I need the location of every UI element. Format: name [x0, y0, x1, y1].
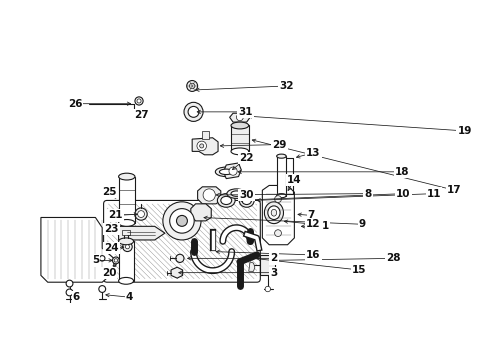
Bar: [230, 126, 248, 152]
Ellipse shape: [217, 194, 235, 207]
Circle shape: [135, 97, 143, 105]
Text: 22: 22: [239, 153, 253, 163]
Ellipse shape: [276, 194, 285, 198]
Circle shape: [188, 107, 199, 117]
Polygon shape: [197, 187, 221, 204]
Text: 32: 32: [278, 81, 293, 91]
Text: 29: 29: [272, 140, 286, 149]
Ellipse shape: [119, 220, 135, 226]
Ellipse shape: [230, 122, 248, 129]
Circle shape: [137, 99, 141, 103]
Ellipse shape: [239, 194, 254, 207]
Polygon shape: [229, 113, 249, 122]
Text: 14: 14: [286, 175, 301, 185]
Text: 2: 2: [270, 253, 277, 264]
Circle shape: [186, 81, 197, 91]
Text: 12: 12: [305, 219, 320, 229]
Text: 27: 27: [134, 110, 148, 120]
Circle shape: [169, 208, 194, 233]
Circle shape: [176, 215, 187, 226]
Text: 1: 1: [321, 221, 328, 231]
Circle shape: [66, 289, 73, 296]
Polygon shape: [171, 267, 182, 278]
Text: 6: 6: [73, 292, 80, 302]
Text: 4: 4: [125, 292, 133, 302]
Polygon shape: [223, 163, 241, 179]
Ellipse shape: [230, 148, 248, 155]
Bar: [133, 113, 142, 119]
Circle shape: [99, 285, 105, 292]
Polygon shape: [119, 226, 164, 240]
Circle shape: [135, 208, 147, 220]
Text: 7: 7: [307, 211, 314, 220]
Text: 8: 8: [364, 189, 371, 199]
Ellipse shape: [226, 189, 245, 198]
Ellipse shape: [264, 202, 283, 224]
Circle shape: [122, 242, 132, 252]
Polygon shape: [192, 138, 218, 155]
Circle shape: [66, 280, 73, 287]
Circle shape: [228, 167, 237, 175]
Circle shape: [203, 189, 215, 201]
Ellipse shape: [276, 154, 285, 158]
Text: 3: 3: [270, 268, 277, 278]
Polygon shape: [262, 185, 294, 245]
Text: 10: 10: [395, 189, 410, 199]
Circle shape: [274, 196, 281, 202]
Text: 21: 21: [108, 211, 123, 220]
Polygon shape: [190, 204, 211, 221]
Text: 5: 5: [92, 255, 99, 265]
Ellipse shape: [267, 206, 280, 220]
Text: 16: 16: [305, 250, 320, 260]
Text: 18: 18: [394, 167, 408, 177]
Ellipse shape: [119, 278, 133, 284]
Text: 20: 20: [102, 268, 116, 278]
Bar: [260, 255, 275, 275]
Circle shape: [176, 254, 183, 262]
Text: 9: 9: [358, 219, 366, 229]
Circle shape: [199, 144, 203, 148]
Circle shape: [163, 202, 201, 240]
Polygon shape: [41, 217, 114, 282]
Ellipse shape: [271, 209, 276, 216]
Ellipse shape: [119, 173, 135, 180]
Text: 17: 17: [446, 185, 461, 195]
Text: 24: 24: [104, 243, 119, 253]
Circle shape: [264, 286, 270, 292]
Text: 15: 15: [351, 265, 366, 275]
Circle shape: [112, 257, 119, 264]
Circle shape: [189, 83, 195, 89]
FancyBboxPatch shape: [103, 201, 260, 282]
Ellipse shape: [215, 167, 237, 177]
Text: 11: 11: [426, 189, 440, 199]
Ellipse shape: [221, 196, 231, 204]
Circle shape: [125, 245, 129, 249]
Text: 19: 19: [457, 126, 471, 136]
Text: 26: 26: [67, 99, 82, 109]
Ellipse shape: [119, 238, 133, 245]
Bar: [119, 241, 133, 281]
Circle shape: [183, 102, 203, 121]
Text: 13: 13: [305, 148, 320, 158]
Circle shape: [274, 230, 281, 237]
Circle shape: [135, 114, 140, 118]
Ellipse shape: [242, 196, 251, 204]
Text: 30: 30: [239, 190, 253, 200]
Polygon shape: [248, 262, 254, 271]
Text: 25: 25: [102, 187, 116, 197]
Ellipse shape: [230, 191, 242, 196]
Circle shape: [236, 114, 243, 121]
Ellipse shape: [219, 169, 233, 175]
Circle shape: [114, 259, 117, 262]
Bar: [276, 156, 285, 196]
Text: 31: 31: [238, 107, 252, 117]
Text: 23: 23: [104, 224, 119, 234]
Circle shape: [138, 211, 144, 217]
Text: 28: 28: [385, 253, 400, 264]
Circle shape: [197, 141, 206, 151]
Circle shape: [99, 256, 105, 261]
Bar: [122, 230, 130, 234]
Bar: [119, 177, 135, 223]
Bar: [202, 131, 209, 139]
